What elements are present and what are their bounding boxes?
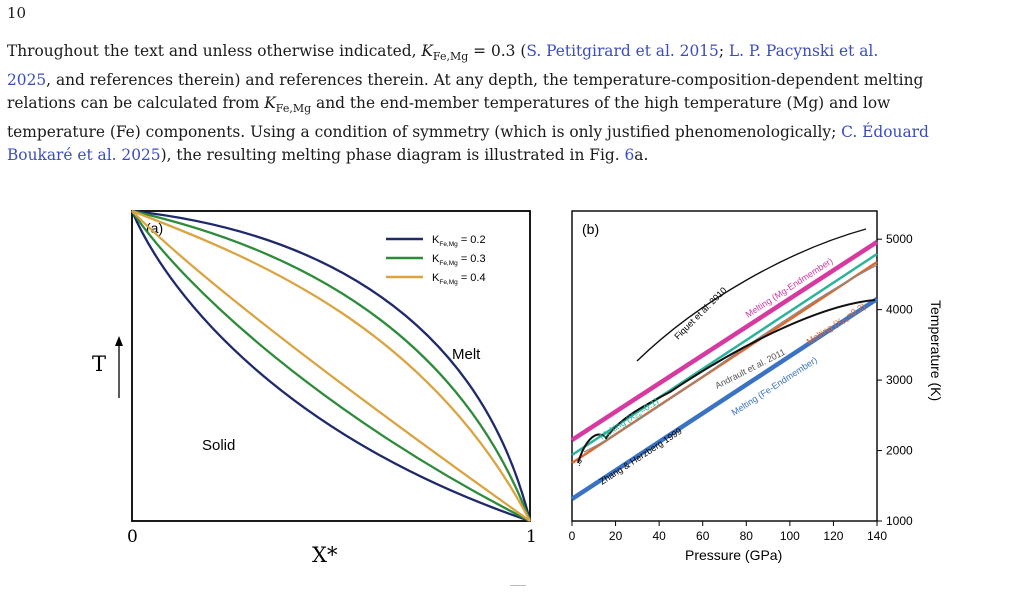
curve-fe-endmember bbox=[570, 297, 879, 501]
curve-fiquet-2010 bbox=[636, 228, 867, 362]
paragraph-line-5: Boukaré et al. 2025), the resulting melt… bbox=[7, 146, 649, 165]
t-axis-arrowhead-icon bbox=[115, 336, 123, 346]
curve-andrault-2011 bbox=[583, 264, 878, 453]
body-paragraph: Throughout the text and unless otherwise… bbox=[7, 40, 1029, 168]
y-ticks: 1000 2000 3000 4000 5000 bbox=[877, 232, 913, 528]
panel-a-legend: KFe,Mg = 0.2 KFe,Mg = 0.3 KFe,Mg = 0.4 bbox=[386, 234, 486, 286]
x-tick-0: 0 bbox=[127, 527, 138, 547]
figure-ref-link[interactable]: 6 bbox=[624, 146, 635, 165]
region-solid-label: Solid bbox=[202, 437, 235, 454]
liquidus-k04 bbox=[131, 209, 532, 522]
paragraph-line-2: 2025, and references therein) and refere… bbox=[7, 70, 924, 89]
y-axis-label-t: T bbox=[92, 352, 106, 376]
x-tick-label: 20 bbox=[609, 529, 623, 543]
figure-caption-fragment bbox=[510, 585, 526, 586]
panel-b-frame bbox=[571, 210, 878, 522]
x-tick-label: 0 bbox=[569, 529, 576, 543]
citation-pacynski[interactable]: L. P. Pacynski et al. bbox=[728, 42, 879, 60]
y-tick-label: 4000 bbox=[886, 303, 913, 317]
x-axis-label-xstar: X* bbox=[312, 543, 338, 567]
label-mg-endmember: Melting (Mg-Endmember) bbox=[744, 256, 835, 320]
x-tick-label: 100 bbox=[780, 529, 800, 543]
citation-boukare[interactable]: C. Édouard bbox=[841, 122, 929, 141]
x-tick-1: 1 bbox=[526, 527, 537, 547]
label-question-mark: ? bbox=[577, 458, 582, 468]
paragraph-line-3: relations can be calculated from KFe,Mg … bbox=[7, 94, 891, 116]
x-ticks: 0 20 40 60 80 100 120 140 bbox=[569, 521, 887, 543]
solidus-k04 bbox=[131, 210, 531, 522]
x-tick-label: 60 bbox=[696, 529, 710, 543]
x-axis-title: Pressure (GPa) bbox=[685, 547, 782, 563]
citation-petitgirard[interactable]: S. Petitgirard et al. 2015 bbox=[526, 42, 719, 60]
paragraph-line-4: temperature (Fe) components. Using a con… bbox=[7, 122, 929, 141]
panel-a: (a) KFe,Mg = 0.2 KFe,Mg = 0.3 KFe,Mg = 0… bbox=[92, 209, 537, 567]
legend-label-k02: KFe,Mg = 0.2 bbox=[432, 234, 486, 248]
paragraph-line-1: Throughout the text and unless otherwise… bbox=[7, 42, 879, 64]
y-tick-label: 5000 bbox=[886, 232, 913, 246]
x-tick-label: 40 bbox=[652, 529, 666, 543]
x-tick-label: 80 bbox=[740, 529, 754, 543]
legend-label-k03: KFe,Mg = 0.3 bbox=[432, 253, 486, 267]
panel-b-label: (b) bbox=[582, 221, 599, 237]
solidus-k02 bbox=[130, 210, 531, 523]
curve-mg-endmember bbox=[570, 240, 879, 442]
region-melt-label: Melt bbox=[452, 346, 481, 363]
y-tick-label: 1000 bbox=[886, 514, 913, 528]
y-tick-label: 2000 bbox=[886, 444, 913, 458]
solidus-k03 bbox=[131, 210, 531, 523]
panel-a-label: (a) bbox=[146, 220, 163, 236]
panel-a-frame bbox=[131, 210, 531, 522]
x-tick-label: 120 bbox=[823, 529, 843, 543]
page-number: 10 bbox=[7, 4, 27, 22]
citation-pacynski-year[interactable]: 2025 bbox=[7, 70, 47, 89]
legend-label-k04: KFe,Mg = 0.4 bbox=[432, 272, 486, 286]
y-axis-title: Temperature (K) bbox=[928, 300, 944, 401]
y-tick-label: 3000 bbox=[886, 373, 913, 387]
k-symbol: K bbox=[421, 42, 433, 60]
curve-zhang-herzberg-1999 bbox=[577, 299, 876, 464]
label-fiquet: Fiquet et al. 2010 bbox=[672, 285, 728, 341]
citation-boukare-cont[interactable]: Boukaré et al. 2025 bbox=[7, 146, 161, 165]
liquidus-k03 bbox=[131, 209, 532, 522]
x-tick-label: 140 bbox=[867, 529, 887, 543]
panel-b: (b) 0 20 40 60 80 100 120 140 1000 2000 3000 4000 5… bbox=[569, 210, 944, 563]
liquidus-k02 bbox=[131, 209, 532, 522]
